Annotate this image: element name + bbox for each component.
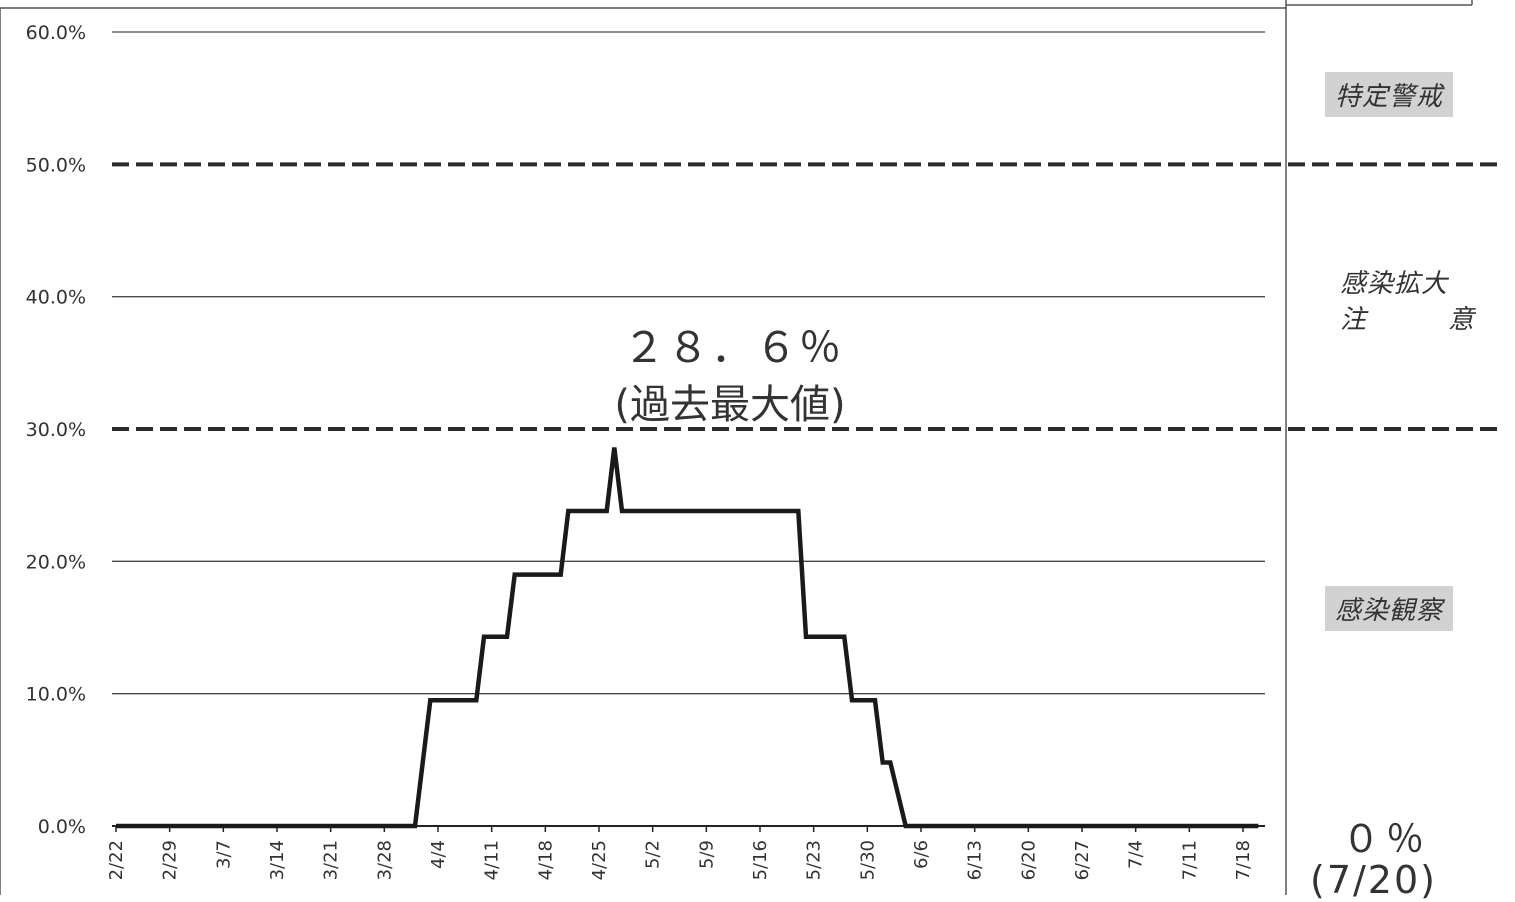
x-tick-label: 4/11 bbox=[482, 840, 503, 880]
x-tick-label: 4/18 bbox=[535, 840, 556, 880]
y-tick-label: 50.0% bbox=[26, 154, 86, 176]
x-tick-label: 5/23 bbox=[804, 840, 825, 880]
x-tick-label: 6/13 bbox=[965, 840, 986, 880]
x-tick-label: 2/29 bbox=[160, 840, 181, 880]
zone-caution-line2a: 注 bbox=[1340, 305, 1368, 335]
x-tick-label: 6/27 bbox=[1072, 840, 1093, 880]
x-tick-label: 5/30 bbox=[857, 840, 878, 880]
y-tick-label: 20.0% bbox=[26, 551, 86, 573]
x-tick-label: 3/21 bbox=[321, 840, 342, 880]
zone-label-observation: 感染観察 bbox=[1325, 586, 1454, 631]
x-tick-label: 5/9 bbox=[696, 840, 717, 869]
y-tick-label: 0.0% bbox=[38, 816, 86, 838]
x-tick-label: 7/11 bbox=[1179, 840, 1200, 880]
x-tick-label: 5/16 bbox=[750, 840, 771, 880]
current-value: ０％ bbox=[1342, 817, 1431, 861]
x-tick-label: 6/6 bbox=[911, 840, 932, 869]
x-tick-label: 4/4 bbox=[428, 840, 449, 869]
x-tick-label: 6/20 bbox=[1018, 840, 1039, 880]
x-tick-label: 3/7 bbox=[213, 840, 234, 869]
x-tick-label: 7/4 bbox=[1126, 840, 1147, 869]
zone-label-special-alert: 特定警戒 bbox=[1325, 72, 1454, 117]
y-tick-label: 60.0% bbox=[26, 22, 86, 44]
peak-value-label: ２８．６％ bbox=[623, 323, 843, 372]
x-tick-label: 3/28 bbox=[374, 840, 395, 880]
zone-caution-line1: 感染拡大 bbox=[1340, 269, 1449, 299]
zone-caution-line2b: 意 bbox=[1447, 305, 1475, 335]
x-tick-label: 4/25 bbox=[589, 840, 610, 880]
x-tick-label: 7/18 bbox=[1233, 840, 1254, 880]
x-tick-label: 2/22 bbox=[106, 840, 127, 880]
y-tick-label: 10.0% bbox=[26, 684, 86, 706]
current-date: (7/20) bbox=[1310, 858, 1437, 902]
series-line-0 bbox=[116, 447, 1259, 829]
x-tick-label: 3/14 bbox=[267, 840, 288, 880]
y-tick-label: 30.0% bbox=[26, 419, 86, 441]
zone-label-spread-caution: 感染拡大 注 意 bbox=[1340, 266, 1475, 338]
y-tick-label: 40.0% bbox=[26, 287, 86, 309]
peak-note-label: (過去最大値) bbox=[614, 382, 845, 428]
x-tick-label: 5/2 bbox=[643, 840, 664, 869]
plot-frame bbox=[0, 7, 1287, 895]
